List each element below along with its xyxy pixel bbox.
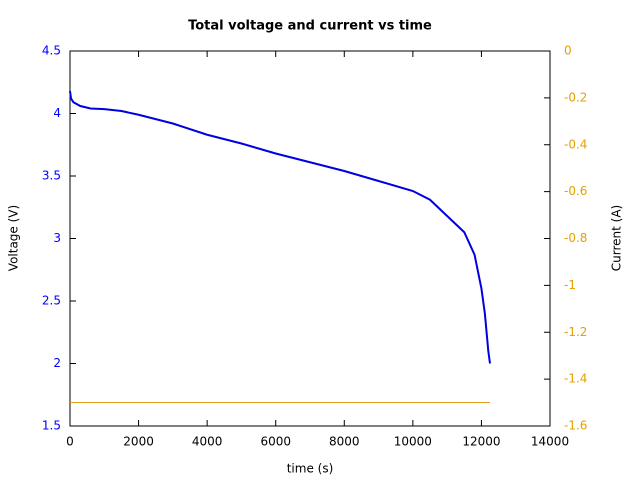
y-tick-label: 2.5 xyxy=(42,294,61,308)
y2-tick-label: -0.4 xyxy=(564,137,587,151)
x-axis-label: time (s) xyxy=(287,462,334,476)
x-tick-label: 2000 xyxy=(123,435,154,449)
y-tick-label: 3.5 xyxy=(42,169,61,183)
chart-title: Total voltage and current vs time xyxy=(188,19,432,34)
x-tick-label: 12000 xyxy=(462,435,500,449)
y2-tick-label: -0.2 xyxy=(564,90,587,104)
x-tick-label: 8000 xyxy=(329,435,360,449)
x-tick-label: 0 xyxy=(66,435,74,449)
y-axis-label: Voltage (V) xyxy=(7,205,21,271)
x-tick-label: 10000 xyxy=(394,435,432,449)
y-tick-label: 2 xyxy=(53,356,61,370)
y-tick-label: 3 xyxy=(53,231,61,245)
x-tick-label: 14000 xyxy=(531,435,569,449)
data-line xyxy=(69,90,491,364)
y2-tick-label: 0 xyxy=(564,44,572,58)
plot-frame xyxy=(69,50,551,427)
y-tick-label: 1.5 xyxy=(42,419,61,433)
y2-tick-label: -1.2 xyxy=(564,325,587,339)
y2-tick-label: -0.8 xyxy=(564,231,587,245)
y2-tick-label: -0.6 xyxy=(564,184,587,198)
x-tick-label: 4000 xyxy=(192,435,223,449)
y-tick-label: 4 xyxy=(53,106,61,120)
y2-axis-label: Current (A) xyxy=(610,205,624,271)
y2-tick-label: -1.4 xyxy=(564,372,587,386)
x-tick-label: 6000 xyxy=(260,435,291,449)
y-tick-label: 4.5 xyxy=(42,44,61,58)
y2-tick-label: -1.6 xyxy=(564,419,587,433)
y2-tick-label: -1 xyxy=(564,278,576,292)
